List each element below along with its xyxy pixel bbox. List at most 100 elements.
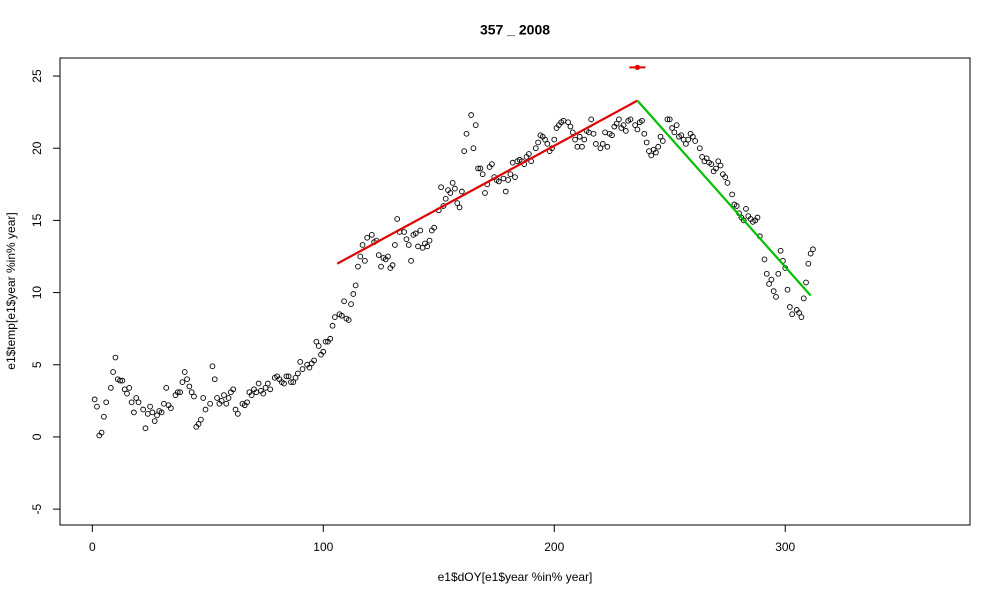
point	[512, 174, 518, 180]
point	[689, 133, 696, 140]
point	[507, 171, 514, 178]
point	[431, 224, 438, 231]
x-tick-label: 300	[775, 540, 795, 554]
point	[188, 389, 195, 396]
point	[174, 389, 181, 396]
point	[590, 130, 597, 137]
point	[627, 116, 634, 123]
point	[327, 335, 334, 342]
point	[472, 122, 479, 128]
point	[202, 406, 209, 413]
point	[405, 242, 412, 248]
point	[385, 253, 391, 260]
point	[470, 145, 477, 152]
point	[475, 165, 481, 172]
point	[526, 151, 532, 157]
point	[648, 152, 655, 159]
point	[412, 230, 419, 237]
point	[770, 288, 777, 294]
point	[315, 343, 322, 349]
point	[740, 217, 747, 224]
point	[151, 418, 158, 424]
point	[597, 145, 604, 152]
point	[101, 413, 107, 420]
point	[505, 177, 511, 183]
point	[126, 385, 133, 391]
point	[459, 188, 465, 195]
point	[542, 136, 548, 143]
fit-line	[336, 99, 638, 265]
point	[655, 143, 662, 150]
point	[311, 357, 317, 364]
point	[232, 406, 239, 413]
point	[579, 143, 585, 150]
point	[378, 263, 384, 270]
point	[479, 171, 486, 178]
point	[191, 393, 197, 400]
point	[362, 257, 368, 264]
point	[355, 263, 361, 270]
point	[110, 369, 116, 375]
point	[158, 409, 165, 416]
point	[394, 216, 401, 222]
point	[641, 130, 648, 137]
point	[98, 429, 105, 436]
point	[609, 132, 615, 139]
point	[350, 291, 357, 297]
point	[260, 390, 267, 397]
point	[673, 122, 680, 128]
point	[329, 322, 336, 329]
point	[664, 116, 671, 123]
point	[248, 392, 255, 398]
point	[551, 136, 558, 143]
y-tick-label: 5	[30, 361, 44, 368]
point	[91, 396, 98, 403]
y-tick-label: 10	[30, 286, 44, 300]
point	[777, 247, 784, 254]
point	[796, 309, 802, 316]
x-tick-label: 0	[89, 540, 96, 554]
point	[221, 392, 227, 398]
y-tick-label: 0	[30, 433, 44, 440]
point	[244, 399, 250, 406]
point	[659, 138, 666, 144]
point	[149, 409, 156, 416]
point	[295, 370, 301, 377]
point	[403, 236, 410, 243]
point	[743, 206, 749, 212]
point	[643, 139, 650, 146]
point	[572, 136, 578, 143]
point	[468, 112, 474, 118]
point	[357, 253, 364, 260]
point	[442, 195, 449, 202]
y-tick-label: 25	[30, 69, 44, 83]
point	[438, 184, 444, 191]
point	[94, 403, 100, 410]
point	[588, 116, 595, 123]
point	[218, 398, 225, 404]
y-tick-label: 15	[30, 213, 44, 227]
y-axis-label: e1$temp[e1$year %in% year]	[4, 212, 18, 369]
point	[207, 400, 213, 407]
point	[352, 282, 359, 289]
point	[135, 399, 142, 406]
point	[708, 161, 715, 167]
point	[223, 400, 230, 407]
point	[604, 143, 611, 150]
point	[306, 364, 313, 371]
point	[653, 149, 659, 156]
point	[722, 174, 729, 180]
point	[669, 125, 675, 131]
point	[592, 141, 599, 147]
point	[177, 389, 183, 396]
point	[198, 416, 204, 423]
point	[368, 231, 375, 238]
point	[230, 386, 237, 393]
point	[426, 237, 433, 244]
y-tick-label: 20	[30, 141, 44, 155]
point	[678, 132, 685, 139]
point	[131, 409, 137, 416]
point	[671, 129, 678, 136]
point	[440, 203, 447, 209]
